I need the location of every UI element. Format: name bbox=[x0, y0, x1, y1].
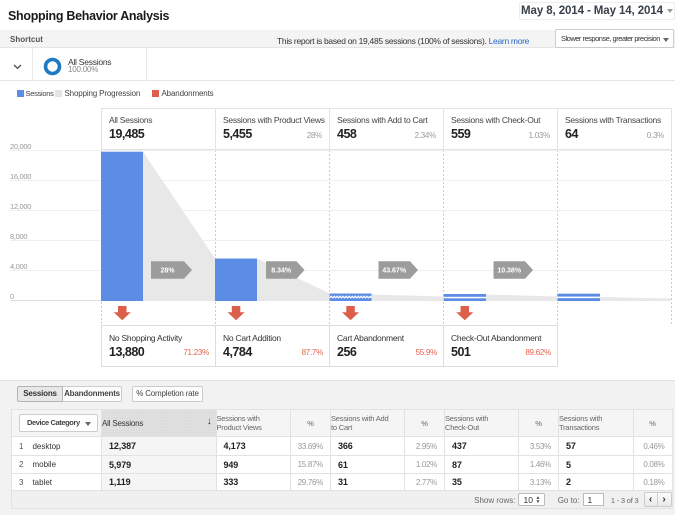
svg-text:8.34%: 8.34% bbox=[271, 268, 292, 275]
svg-text:28%: 28% bbox=[160, 268, 175, 275]
svg-text:43.67%: 43.67% bbox=[382, 268, 407, 275]
svg-text:10.38%: 10.38% bbox=[497, 268, 522, 275]
